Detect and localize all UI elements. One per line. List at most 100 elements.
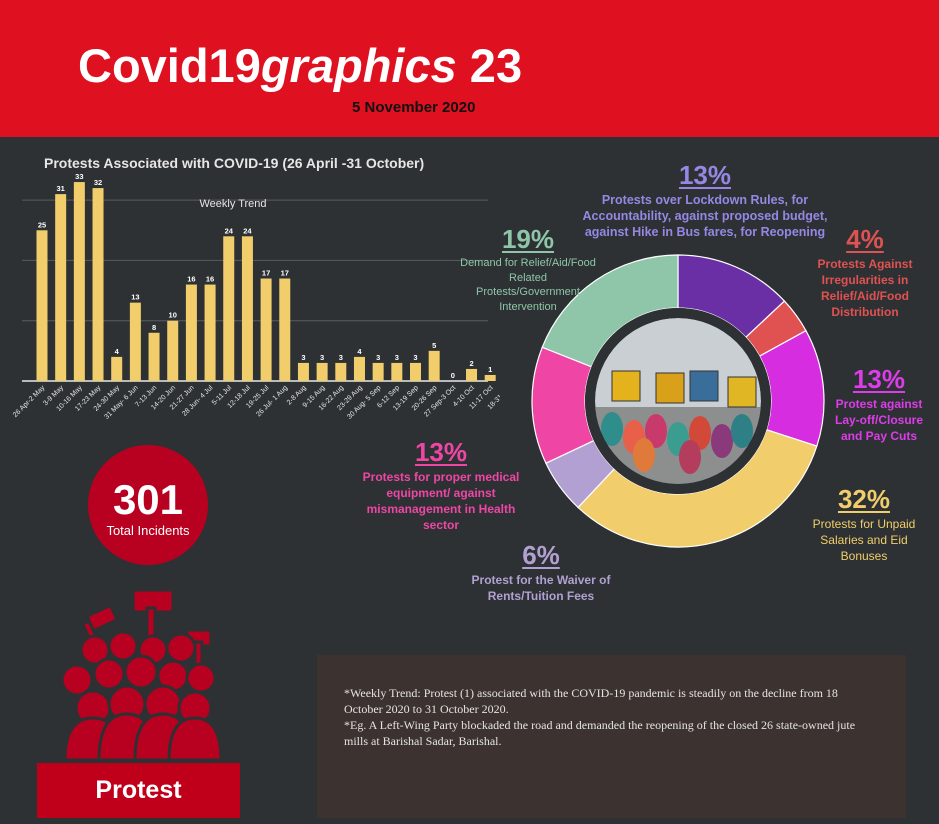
bar [111,356,123,381]
photo-truck [655,372,685,404]
photo-sky [595,318,761,484]
bar-chart-title: Protests Associated with COVID-19 (26 Ap… [44,155,425,171]
bar-value-label: 3 [413,353,417,362]
photo-person [711,424,733,458]
bar [260,278,272,381]
bar [223,236,235,381]
bar-value-label: 4 [357,347,362,356]
bar [204,284,216,381]
photo-person [667,422,689,456]
pct-label: 4% [846,224,884,254]
bar [353,356,365,381]
donut-slice [531,346,595,464]
bar-value-label: 16 [206,275,214,284]
bar-value-label: 5 [432,341,436,350]
bar-value-label: 31 [57,184,65,193]
donut-slice [577,428,818,548]
total-incidents-label: Total Incidents [106,523,190,538]
annotation-rent-waiver: 6% Protest for the Waiver of Rents/Tuiti… [466,540,616,604]
photo-truck [689,370,719,402]
pct-label: 19% [501,224,555,254]
protest-label: Protest [37,763,240,818]
bar-value-label: 0 [451,371,455,380]
donut-slice [545,439,616,509]
photo-frame [585,308,771,494]
bar-value-label: 24 [243,226,252,235]
photo-person [645,414,667,448]
annotation-layoff-closure: 13% Protest against Lay-off/Closure and … [826,364,932,444]
pct-label: 32% [837,484,891,514]
photo-person [601,412,623,446]
photo-person [689,416,711,450]
bar-value-label: 8 [152,323,156,332]
bar [36,230,48,381]
bar-value-label: 10 [169,311,177,320]
pct-label: 13% [414,437,468,467]
bar [241,236,253,381]
bar [297,362,309,381]
total-incidents-number: 301 [112,476,184,523]
notes-box: *Weekly Trend: Protest (1) associated wi… [317,655,906,818]
donut-slice [758,329,825,447]
bar [484,374,496,381]
donut-slice [677,254,786,339]
bar-value-label: 17 [262,269,270,278]
annotation-health-sector: 13% Protests for proper medical equipmen… [356,437,526,533]
bar [316,362,328,381]
slice-label: Protest against Lay-off/Closure and Pay … [834,397,923,443]
bar [129,302,141,381]
slice-label: Protests over Lockdown Rules, for Accoun… [582,193,828,239]
pct-label: 6% [522,540,560,570]
donut-hole [585,308,771,494]
annotation-relief-irregularities: 4% Protests Against Irregularities in Re… [800,224,930,320]
publication-date: 5 November 2020 [352,99,476,116]
bar [55,194,67,381]
bar [92,188,104,381]
bar-value-label: 17 [281,269,289,278]
bar [73,182,85,381]
bar [372,362,384,381]
bar-value-label: 3 [301,353,305,362]
page-title: Covid19graphics 23 [78,38,522,93]
bar-value-label: 25 [38,220,46,229]
slice-label: Protests for proper medical equipment/ a… [362,470,520,532]
pct-label: 13% [852,364,906,394]
photo-person [679,440,701,474]
bar-value-label: 32 [94,178,102,187]
title-number: 23 [456,39,523,92]
bar [428,350,440,381]
bar-value-label: 13 [131,293,139,302]
bar [391,362,403,381]
photo-truck [611,370,641,402]
title-main: Covid19 [78,39,261,92]
bar-value-label: 3 [376,353,380,362]
slice-label: Protests Against Irregularities in Relie… [817,257,913,319]
photo-truck [727,376,757,408]
bar-value-label: 3 [339,353,343,362]
slice-label: Protest for the Waiver of Rents/Tuition … [471,573,611,603]
bar-value-label: 24 [225,226,234,235]
donut-slice [744,300,807,358]
bar [185,284,197,381]
annotation-relief-demand: 19% Demand for Relief/Aid/Food Related P… [458,224,598,314]
chart-subtitle: Weekly Trend [199,198,266,210]
bar [410,362,421,381]
bar [279,278,291,381]
photo-person [731,414,753,448]
note-weekly-trend: *Weekly Trend: Protest (1) associated wi… [344,686,838,716]
protest-crowd-icon [60,590,223,760]
photo-road [595,407,761,490]
header-banner: Covid19graphics 23 5 November 2020 [0,0,939,137]
bar-value-label: 3 [320,353,324,362]
title-italic: graphics [260,39,457,92]
bar [335,362,347,381]
bar [466,368,478,381]
annotation-unpaid-salaries: 32% Protests for Unpaid Salaries and Eid… [800,484,928,564]
bar-value-label: 2 [469,359,473,368]
bar-value-label: 3 [395,353,399,362]
note-example: *Eg. A Left-Wing Party blockaded the roa… [344,718,856,748]
bar-value-label: 1 [488,365,492,374]
slice-label: Demand for Relief/Aid/Food Related Prote… [460,257,596,313]
bar [148,332,160,381]
pct-label: 13% [678,160,732,190]
